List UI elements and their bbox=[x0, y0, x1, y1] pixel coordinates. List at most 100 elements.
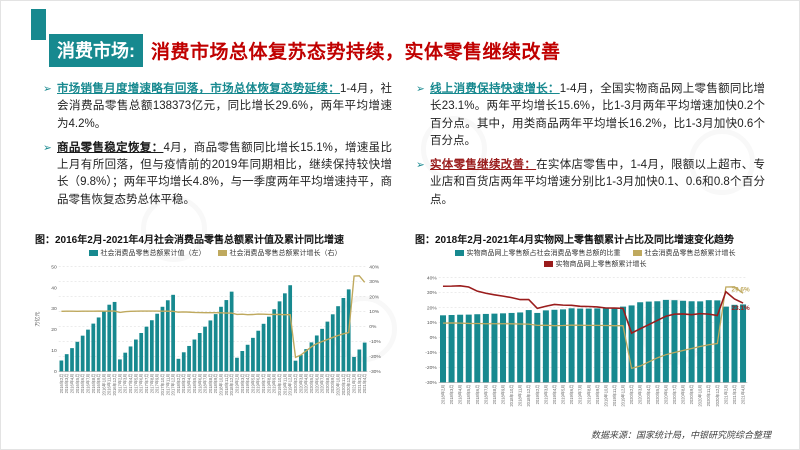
section-tag: 消费市场: bbox=[49, 34, 143, 67]
svg-text:2020年8月: 2020年8月 bbox=[324, 374, 330, 394]
svg-text:2017年11月: 2017年11月 bbox=[164, 374, 170, 396]
svg-text:2018年12月: 2018年12月 bbox=[228, 374, 234, 396]
bullet-physical-retail: ➢ 实体零售继续改善：在实体店零售中，1-4月，限额以上超市、专业店和百货店两年… bbox=[416, 157, 765, 209]
data-source-note: 数据来源：国家统计局，中银研究院综合整理 bbox=[590, 430, 771, 440]
svg-text:2016年11月: 2016年11月 bbox=[106, 374, 112, 396]
svg-text:2019年8月: 2019年8月 bbox=[585, 385, 591, 405]
svg-text:-30%: -30% bbox=[369, 369, 381, 375]
svg-text:40%: 40% bbox=[427, 275, 437, 281]
svg-text:2018年4月: 2018年4月 bbox=[186, 374, 192, 394]
svg-text:2018年11月: 2018年11月 bbox=[223, 374, 229, 396]
svg-text:2018年7月: 2018年7月 bbox=[201, 374, 207, 394]
svg-text:2019年6月: 2019年6月 bbox=[255, 374, 261, 394]
svg-text:-30%: -30% bbox=[425, 380, 437, 386]
svg-text:2018年10月: 2018年10月 bbox=[508, 385, 514, 407]
svg-text:0%: 0% bbox=[369, 324, 377, 330]
svg-text:2018年3月: 2018年3月 bbox=[448, 385, 454, 405]
arrow-bullet-icon: ➢ bbox=[43, 141, 52, 154]
svg-text:23.1%: 23.1% bbox=[732, 305, 750, 312]
svg-text:2019年4月: 2019年4月 bbox=[551, 385, 557, 405]
svg-text:2020年12月: 2020年12月 bbox=[714, 385, 720, 407]
svg-text:2020年7月: 2020年7月 bbox=[671, 385, 677, 405]
bullet-text: 1-4月，社会消费品零售总额138373亿元，同比增长29.6%，两年平均增速为… bbox=[57, 83, 392, 130]
svg-text:2019年12月: 2019年12月 bbox=[287, 374, 293, 396]
svg-text:30%: 30% bbox=[369, 279, 379, 285]
bullet-goods-retail: ➢ 商品零售稳定恢复：4月，商品零售额同比增长15.1%，增速虽比上月有所回落，… bbox=[43, 140, 392, 209]
page-title: 消费市场总体复苏态势持续，实体零售继续改善 bbox=[151, 42, 561, 63]
svg-text:-10%: -10% bbox=[369, 339, 381, 345]
svg-text:2020年7月: 2020年7月 bbox=[319, 374, 325, 394]
arrow-bullet-icon: ➢ bbox=[416, 159, 425, 171]
svg-text:2018年8月: 2018年8月 bbox=[491, 385, 497, 405]
charts-row: 图：2016年2月-2021年4月社会消费品零售总额累计值及累计同比增速 社会消… bbox=[33, 231, 777, 419]
svg-text:2019年11月: 2019年11月 bbox=[281, 374, 287, 396]
bullet-online-consumption: ➢ 线上消费保持快速增长：1-4月，全国实物商品网上零售额同比增长23.1%。两… bbox=[416, 81, 765, 150]
legend-item: 社会消费品零售总额累计值（左） bbox=[88, 248, 206, 258]
svg-text:2018年6月: 2018年6月 bbox=[196, 374, 202, 394]
chart-title: 图：2016年2月-2021年4月社会消费品零售总额累计值及累计同比增速 bbox=[35, 235, 344, 246]
svg-text:30: 30 bbox=[51, 306, 57, 312]
arrow-bullet-icon: ➢ bbox=[43, 83, 52, 95]
legend-item: 实物商品网上零售额累计增长 bbox=[543, 259, 647, 269]
svg-text:2018年4月: 2018年4月 bbox=[457, 385, 463, 405]
svg-text:2021年2月: 2021年2月 bbox=[351, 374, 357, 394]
legend-label: 社会消费品零售总额累计增长（右） bbox=[229, 250, 342, 257]
svg-text:2019年5月: 2019年5月 bbox=[560, 385, 566, 405]
online-retail-chart: 40% 30% 20% 10% 0% -10% -20% -30%2018年2月 2018年3月… bbox=[425, 275, 750, 407]
svg-text:2017年12月: 2017年12月 bbox=[170, 374, 176, 396]
svg-text:2019年3月: 2019年3月 bbox=[239, 374, 245, 394]
bullet-text: 4月，商品零售额同比增长15.1%，增速虽比上月有所回落，但与疫情前的2019年… bbox=[57, 141, 392, 206]
svg-text:万亿元: 万亿元 bbox=[34, 312, 41, 327]
svg-text:2020年9月: 2020年9月 bbox=[688, 385, 694, 405]
legend-label: 社会消费品零售总额累计增长 bbox=[644, 250, 736, 257]
svg-text:2019年9月: 2019年9月 bbox=[271, 374, 277, 394]
legend-item: 社会消费品零售总额累计增长 bbox=[632, 248, 736, 258]
bullet-text: 1-4月，全国实物商品网上零售额同比增长23.1%。两年平均增长15.6%，比1… bbox=[430, 83, 766, 147]
svg-text:2016年7月: 2016年7月 bbox=[84, 374, 90, 394]
svg-text:2020年9月: 2020年9月 bbox=[329, 374, 335, 394]
svg-text:2019年8月: 2019年8月 bbox=[265, 374, 271, 394]
svg-text:2019年3月: 2019年3月 bbox=[542, 385, 548, 405]
svg-text:2017年10月: 2017年10月 bbox=[159, 374, 165, 396]
svg-text:0: 0 bbox=[54, 369, 57, 375]
svg-text:2018年6月: 2018年6月 bbox=[474, 385, 480, 405]
svg-text:2020年8月: 2020年8月 bbox=[680, 385, 686, 405]
svg-text:2016年6月: 2016年6月 bbox=[79, 374, 85, 394]
legend-label: 实物商品网上零售额占社会消费品零售总额的比重 bbox=[466, 250, 621, 257]
svg-text:2018年9月: 2018年9月 bbox=[499, 385, 505, 405]
svg-text:2020年6月: 2020年6月 bbox=[313, 374, 319, 394]
svg-text:20: 20 bbox=[51, 327, 57, 333]
svg-text:2017年5月: 2017年5月 bbox=[132, 374, 138, 394]
svg-text:50: 50 bbox=[51, 264, 57, 270]
svg-text:2020年12月: 2020年12月 bbox=[345, 374, 351, 396]
online-retail-chart-card: 图：2018年2月-2021年4月实物网上零售额累计占比及同比增速变化趋势 实物… bbox=[413, 231, 777, 419]
accent-square bbox=[31, 9, 46, 40]
svg-text:2019年10月: 2019年10月 bbox=[276, 374, 282, 396]
legend-swatch-line bbox=[217, 250, 227, 256]
legend-swatch-line bbox=[632, 250, 642, 256]
svg-text:2018年5月: 2018年5月 bbox=[191, 374, 197, 394]
svg-text:2017年4月: 2017年4月 bbox=[127, 374, 133, 394]
svg-text:2021年3月: 2021年3月 bbox=[356, 374, 362, 394]
svg-text:2018年2月: 2018年2月 bbox=[439, 385, 445, 405]
legend-swatch-bar bbox=[88, 250, 98, 256]
bullet-heading: 商品零售稳定恢复： bbox=[57, 141, 164, 154]
left-column: ➢ 市场销售月度增速略有回落，市场总体恢复态势延续：1-4月，社会消费品零售总额… bbox=[43, 81, 392, 216]
legend-item: 社会消费品零售总额累计增长（右） bbox=[217, 248, 342, 258]
svg-text:2019年7月: 2019年7月 bbox=[577, 385, 583, 405]
body-columns: ➢ 市场销售月度增速略有回落，市场总体恢复态势延续：1-4月，社会消费品零售总额… bbox=[43, 81, 765, 216]
svg-text:2019年5月: 2019年5月 bbox=[249, 374, 255, 394]
svg-text:2016年12月: 2016年12月 bbox=[111, 374, 117, 396]
chart-legend: 社会消费品零售总额累计值（左） 社会消费品零售总额累计增长（右） bbox=[33, 248, 397, 258]
legend-label: 实物商品网上零售额累计增长 bbox=[555, 261, 647, 268]
svg-text:2016年10月: 2016年10月 bbox=[100, 374, 106, 396]
svg-text:-20%: -20% bbox=[369, 354, 381, 360]
svg-text:20%: 20% bbox=[427, 305, 437, 311]
svg-text:10: 10 bbox=[51, 348, 57, 354]
svg-text:2020年3月: 2020年3月 bbox=[297, 374, 303, 394]
legend-swatch-bar bbox=[454, 250, 464, 256]
svg-text:2018年3月: 2018年3月 bbox=[180, 374, 186, 394]
svg-text:2019年2月: 2019年2月 bbox=[233, 374, 239, 394]
svg-text:2017年9月: 2017年9月 bbox=[154, 374, 160, 394]
svg-text:2018年10月: 2018年10月 bbox=[218, 374, 224, 396]
